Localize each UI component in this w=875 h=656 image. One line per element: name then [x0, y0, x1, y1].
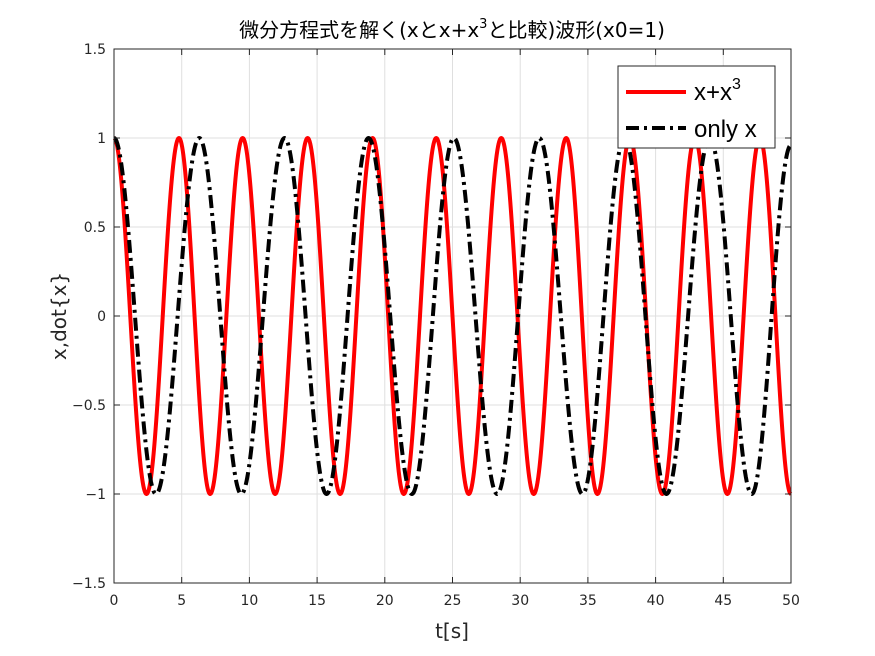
series-line-x-plus-x3 — [112, 136, 793, 496]
chart-title-suffix: と比較)波形(x0=1) — [487, 18, 664, 42]
y-tick-label: −1.5 — [72, 576, 106, 592]
series-layer — [112, 136, 793, 496]
y-tick-label: 0 — [97, 309, 106, 325]
x-tick-label: 40 — [647, 593, 665, 609]
x-tick-label: 45 — [714, 593, 732, 609]
x-tick-label: 25 — [444, 593, 462, 609]
x-tick-label: 15 — [308, 593, 326, 609]
x-tick-label: 5 — [177, 593, 186, 609]
series-line-only-x — [112, 136, 793, 496]
chart-title: 微分方程式を解く(xとx+x3と比較)波形(x0=1) — [239, 17, 665, 42]
x-tick-label: 30 — [511, 593, 529, 609]
y-tick-label: −1 — [85, 487, 106, 503]
legend-label-x-plus-x3: x+x3 — [694, 76, 741, 106]
x-tick-label: 20 — [376, 593, 394, 609]
y-tick-label: 1.5 — [84, 42, 106, 58]
legend-box — [617, 65, 776, 149]
x-tick-label: 50 — [782, 593, 800, 609]
legend-label-x-plus-x3-base: x+x — [694, 79, 732, 106]
chart-title-superscript: 3 — [479, 17, 487, 32]
legend: x+x3 only x — [617, 65, 776, 149]
y-tick-label: 0.5 — [84, 220, 106, 236]
x-tick-label: 35 — [579, 593, 597, 609]
x-axis-label: t[s] — [435, 619, 469, 643]
tick-labels: 0 5 10 15 20 25 30 35 40 45 50 −1.5 −1 −0.5 0 0.5 1 1.5 — [72, 42, 800, 609]
legend-label-only-x: only x — [694, 116, 757, 143]
ticks — [113, 48, 792, 584]
x-tick-label: 10 — [240, 593, 258, 609]
x-tick-label: 0 — [110, 593, 119, 609]
chart-title-prefix: 微分方程式を解く(xとx+x — [239, 18, 479, 42]
y-tick-label: 1 — [97, 131, 106, 147]
y-axis-label: x,dot{x} — [47, 272, 71, 360]
y-tick-label: −0.5 — [72, 398, 106, 414]
legend-label-x-plus-x3-superscript: 3 — [732, 76, 741, 93]
